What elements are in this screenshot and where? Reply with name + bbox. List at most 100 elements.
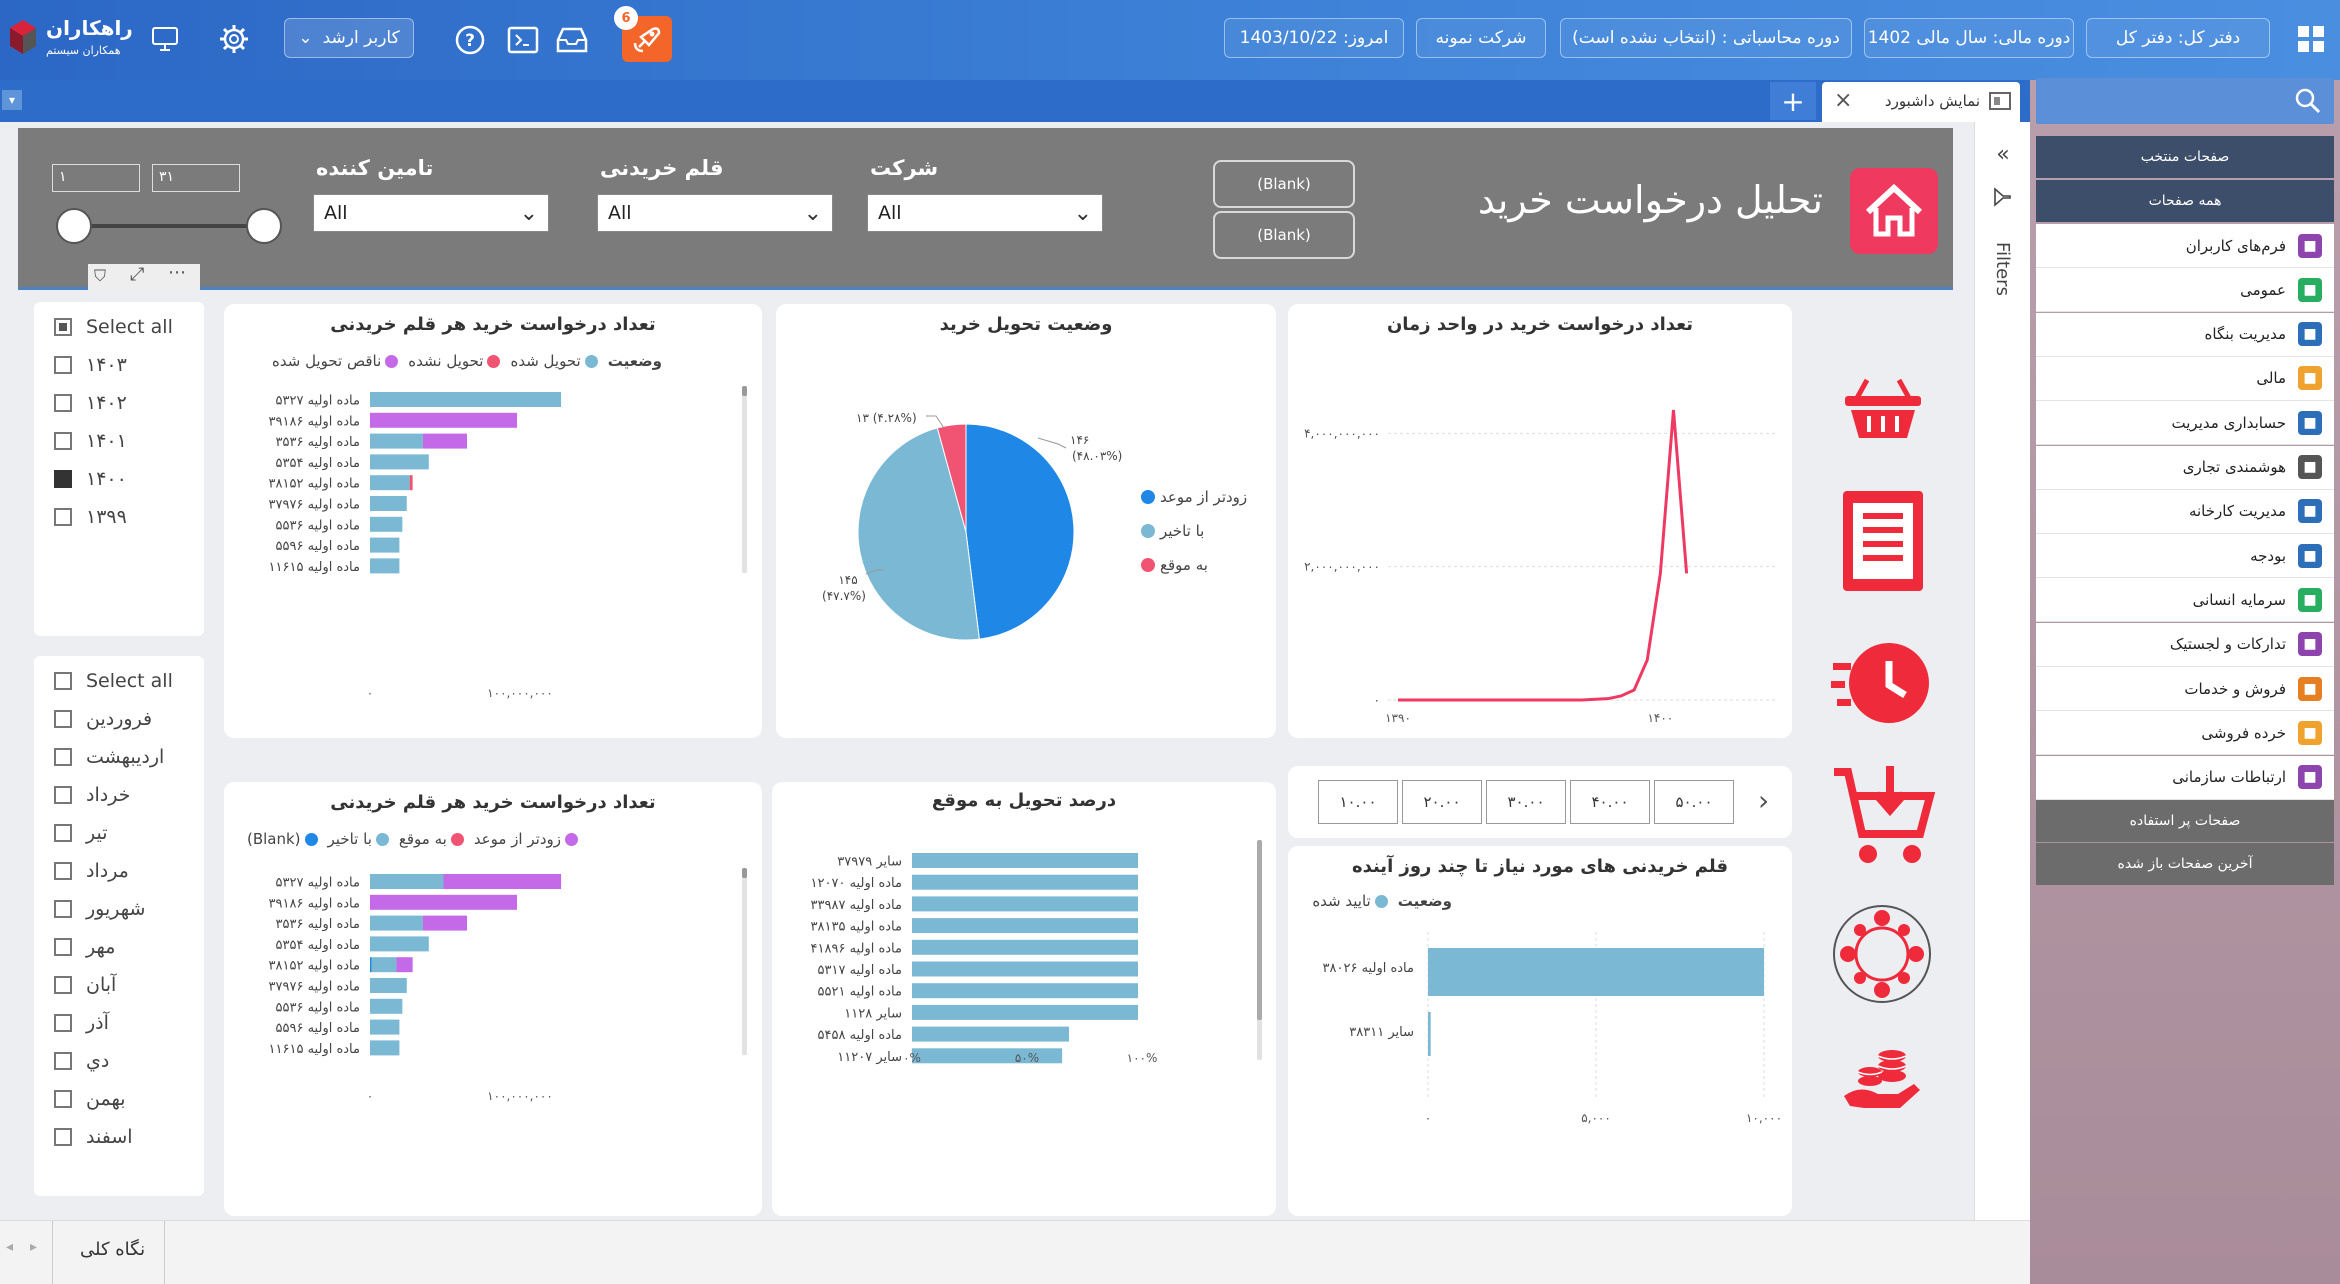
calculation-period[interactable]: دوره محاسباتی : (انتخاب نشده است) — [1560, 18, 1852, 58]
menu-item[interactable]: فروش و خدمات ■ — [2036, 667, 2334, 711]
menu-item[interactable]: بودجه ■ — [2036, 534, 2334, 579]
page-tab-overview[interactable]: نگاه کلی — [80, 1239, 146, 1260]
menu-item[interactable]: حسابداری مدیریت ■ — [2036, 401, 2334, 446]
menu-item[interactable]: هوشمندی تجاری ■ — [2036, 445, 2334, 490]
days-ahead-button[interactable]: ۵۰.۰۰ — [1654, 780, 1734, 824]
coins-hand-icon[interactable] — [1840, 1048, 1924, 1114]
chart-area[interactable]: ۰ ۲,۰۰۰,۰۰۰,۰۰۰ ۴,۰۰۰,۰۰۰,۰۰۰ ۱۳۹۰ ۱۴۰۰ — [1288, 344, 1792, 734]
legend-label[interactable]: با تاخیر — [1159, 522, 1204, 540]
terminal-icon[interactable] — [505, 22, 541, 58]
home-button[interactable] — [1850, 168, 1938, 254]
chart-area[interactable]: ۰ ۵,۰۰۰ ۱۰,۰۰۰ ماده اولیه ۳۸۰۲۶ سایر ۳۸۳۱۱ — [1288, 922, 1792, 1216]
pie-slice[interactable] — [936, 423, 967, 533]
bar[interactable] — [370, 915, 423, 931]
bar[interactable] — [1428, 948, 1764, 996]
add-tab-button[interactable]: + — [1770, 82, 1816, 120]
legend-label[interactable]: زودتر از موعد — [1160, 488, 1247, 506]
bar[interactable] — [370, 537, 400, 553]
scrollbar[interactable] — [742, 868, 747, 1056]
scroll-right-icon[interactable]: ▸ — [30, 1239, 38, 1255]
bar[interactable] — [370, 392, 562, 407]
checkbox[interactable] — [54, 356, 72, 374]
checkbox[interactable] — [54, 1090, 72, 1108]
search-icon[interactable] — [2294, 87, 2322, 115]
scrollbar-thumb[interactable] — [1257, 840, 1262, 1020]
popular-pages-header[interactable]: صفحات پر استفاده — [2036, 800, 2334, 842]
day-range-min-input[interactable]: ۱ — [52, 164, 140, 192]
menu-item[interactable]: سرمایه انسانی ■ — [2036, 578, 2334, 623]
menu-item[interactable]: تدارکات و لجستیک ■ — [2036, 622, 2334, 667]
bar[interactable] — [370, 412, 517, 428]
all-pages-header[interactable]: همه صفحات — [2036, 180, 2334, 222]
bar[interactable] — [370, 454, 429, 470]
bar[interactable] — [370, 978, 407, 993]
bar[interactable] — [370, 496, 407, 511]
tab-menu-dropdown-icon[interactable]: ▾ — [2, 90, 22, 110]
day-range-max-handle[interactable] — [246, 208, 282, 244]
pie-slice[interactable] — [857, 427, 980, 641]
bar[interactable] — [912, 896, 1138, 912]
menu-item[interactable]: خرده فروشی ■ — [2036, 711, 2334, 756]
bar[interactable] — [370, 874, 444, 889]
menu-item[interactable]: ارتباطات سازمانی ■ — [2036, 755, 2334, 800]
checkbox[interactable] — [54, 1128, 72, 1146]
series-line[interactable] — [1398, 409, 1689, 702]
scrollbar-thumb[interactable] — [742, 868, 747, 878]
inbox-icon[interactable] — [554, 22, 590, 58]
company-filter-dropdown[interactable]: All ⌄ — [867, 194, 1103, 232]
menu-search-bar[interactable] — [2036, 78, 2334, 124]
checkbox[interactable] — [54, 900, 72, 918]
month-option[interactable]: تیر — [54, 820, 108, 846]
bar[interactable] — [912, 918, 1138, 934]
chart-area[interactable]: ماده اولیه ۵۳۲۷ ماده اولیه ۳۹۱۸۶ ماده اولی… — [224, 384, 762, 734]
days-ahead-button[interactable]: ۴۰.۰۰ — [1570, 780, 1650, 824]
bar[interactable] — [370, 1040, 400, 1056]
bar[interactable] — [912, 1026, 1069, 1042]
bar[interactable] — [370, 998, 403, 1014]
month-option[interactable]: آذر — [54, 1010, 109, 1036]
days-ahead-button[interactable]: ۱۰.۰۰ — [1318, 780, 1398, 824]
apps-grid-icon[interactable] — [2292, 20, 2330, 58]
scrollbar-thumb[interactable] — [742, 386, 747, 396]
company-selector[interactable]: شرکت نمونه — [1416, 18, 1546, 58]
year-option[interactable]: ۱۳۹۹ — [54, 504, 127, 530]
month-option[interactable]: مهر — [54, 934, 115, 960]
fiscal-period[interactable]: دوره مالی: سال مالی 1402 — [1864, 18, 2074, 58]
month-option[interactable]: Select all — [54, 668, 173, 694]
checkbox[interactable] — [54, 710, 72, 728]
month-option[interactable]: آبان — [54, 972, 116, 998]
chevron-right-icon[interactable]: › — [1758, 784, 1770, 817]
tab-dashboard[interactable]: × نمایش داشبورد — [1822, 82, 2020, 122]
fast-clock-icon[interactable] — [1830, 638, 1934, 728]
bar[interactable] — [370, 936, 429, 952]
month-option[interactable]: اسفند — [54, 1124, 133, 1150]
bar[interactable] — [370, 1019, 400, 1035]
bar[interactable] — [422, 433, 468, 449]
legend-label[interactable]: به موقع — [1160, 556, 1208, 574]
recent-pages-header[interactable]: آخرین صفحات باز شده — [2036, 843, 2334, 885]
checkbox[interactable] — [54, 824, 72, 842]
blank-filter-2[interactable]: (Blank) — [1213, 211, 1355, 259]
day-range-max-input[interactable]: ۳۱ — [152, 164, 240, 192]
month-option[interactable]: شهریور — [54, 896, 145, 922]
bar[interactable] — [370, 558, 400, 574]
year-option[interactable]: ۱۴۰۳ — [54, 352, 127, 378]
help-icon[interactable]: ? — [452, 22, 488, 58]
bar[interactable] — [912, 1048, 1063, 1064]
menu-item[interactable]: فرم‌های کاربران ■ — [2036, 224, 2334, 268]
month-option[interactable]: خرداد — [54, 782, 130, 808]
bar[interactable] — [912, 961, 1138, 977]
month-option[interactable]: دي — [54, 1048, 109, 1074]
checkbox[interactable] — [54, 786, 72, 804]
checkbox[interactable] — [54, 394, 72, 412]
favorite-pages-header[interactable]: صفحات منتخب — [2036, 136, 2334, 178]
filter-visual-icon[interactable]: ⛉ — [94, 266, 107, 285]
days-ahead-button[interactable]: ۲۰.۰۰ — [1402, 780, 1482, 824]
user-role-dropdown[interactable]: کاربر ارشد ⌄ — [284, 18, 414, 58]
chart-area[interactable]: سایر ۳۷۹۷۹ ماده اولیه ۱۲۰۷۰ ماده اولیه ۳۳۹… — [772, 822, 1276, 1212]
bar[interactable] — [370, 433, 423, 449]
logo[interactable]: راهکاران همکاران سیستم — [6, 14, 146, 66]
bar[interactable] — [370, 516, 403, 532]
menu-item[interactable]: مدیریت بنگاه ■ — [2036, 312, 2334, 357]
bar[interactable] — [396, 957, 413, 973]
